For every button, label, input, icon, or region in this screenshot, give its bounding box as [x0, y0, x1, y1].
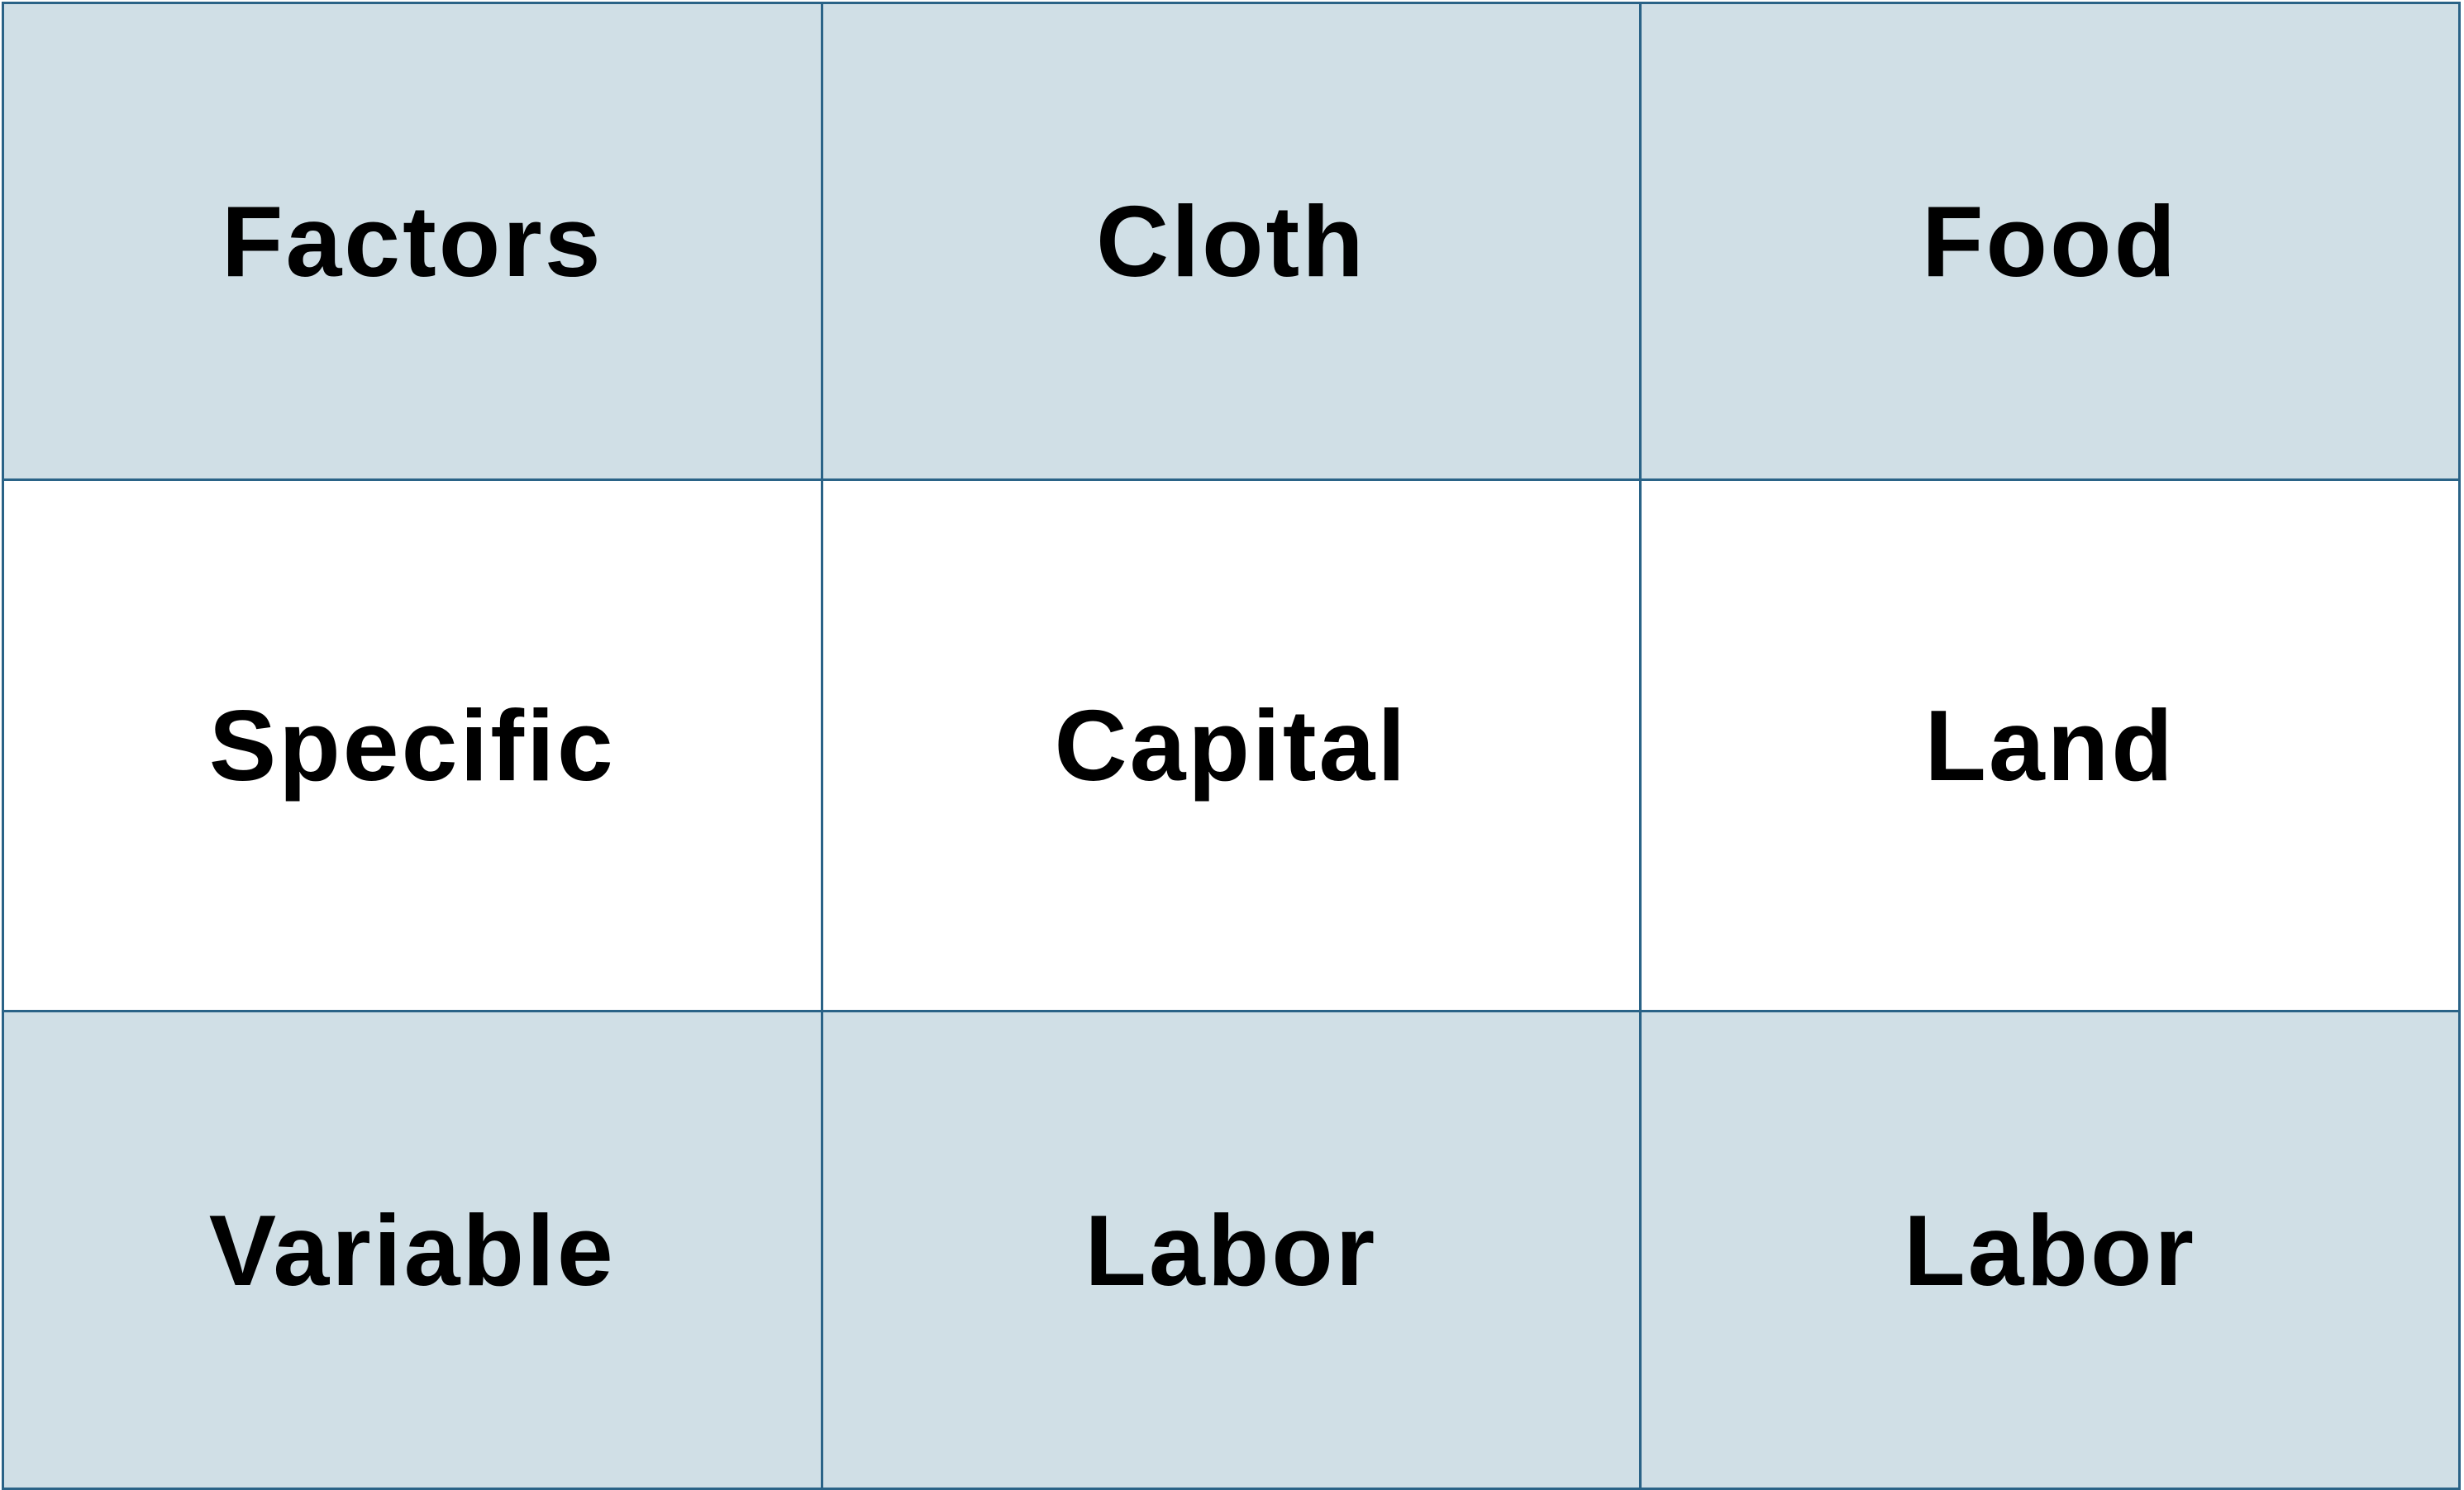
row-label-specific: Specific	[2, 478, 823, 1012]
table-row: Variable Labor Labor	[2, 1010, 2461, 1490]
header-cell-cloth: Cloth	[820, 2, 1642, 481]
table-row: Specific Capital Land	[2, 478, 2461, 1012]
row-label-variable: Variable	[2, 1010, 823, 1490]
table-header-row: Factors Cloth Food	[2, 2, 2461, 481]
cell-cloth-variable: Labor	[820, 1010, 1642, 1490]
header-cell-factors: Factors	[2, 2, 823, 481]
cell-cloth-specific: Capital	[820, 478, 1642, 1012]
cell-food-variable: Labor	[1639, 1010, 2461, 1490]
header-cell-food: Food	[1639, 2, 2461, 481]
cell-food-specific: Land	[1639, 478, 2461, 1012]
